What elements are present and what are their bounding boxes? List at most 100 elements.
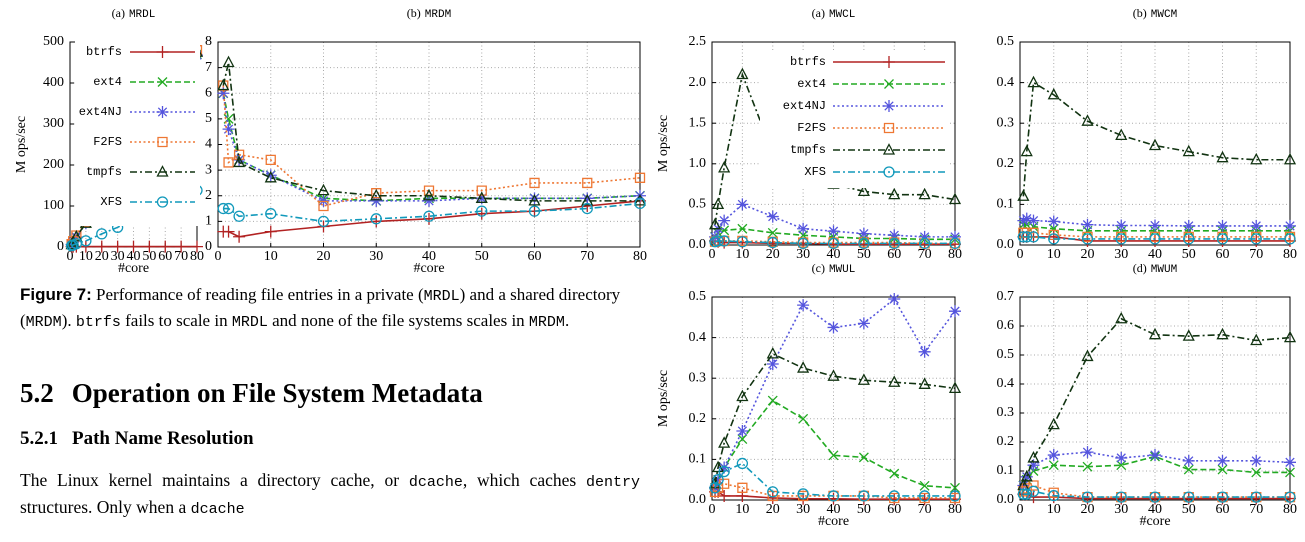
x-tick-label: 20: [766, 502, 780, 517]
y-tick-label: 6: [205, 85, 212, 100]
data-marker: [718, 214, 731, 227]
title-label: (b): [1133, 6, 1147, 20]
data-marker: [1017, 214, 1030, 227]
series-line: [1022, 317, 1291, 486]
caption-text: and none of the file systems scales in: [267, 310, 529, 330]
data-marker: [766, 357, 779, 370]
data-marker: [857, 184, 870, 197]
caption-text: ) and a shared directory (: [20, 285, 621, 330]
data-marker: [889, 492, 900, 504]
y-tick-label: 100: [43, 198, 64, 213]
data-marker: [858, 237, 870, 250]
plot-frame: [217, 41, 641, 248]
data-marker: [711, 197, 725, 210]
legend-label: btrfs: [86, 45, 122, 59]
data-marker: [949, 492, 961, 504]
x-tick-label: 30: [1114, 247, 1128, 262]
data-marker: [581, 193, 594, 206]
data-marker: [1017, 189, 1030, 201]
legend-box: [760, 50, 950, 188]
x-tick-label: 50: [857, 502, 871, 517]
data-marker: [423, 185, 435, 196]
data-marker: [797, 237, 809, 250]
x-axis-label: #core: [1139, 514, 1170, 529]
data-marker: [1216, 150, 1229, 163]
data-marker: [79, 240, 92, 253]
data-marker: [949, 305, 961, 318]
legend-marker: [156, 165, 169, 177]
data-marker: [888, 187, 901, 200]
data-marker: [736, 389, 749, 402]
data-marker: [1020, 212, 1033, 225]
x-tick-label: 0: [709, 502, 716, 517]
x-tick-label: 10: [735, 502, 749, 517]
data-marker: [1115, 311, 1128, 324]
data-marker: [718, 160, 731, 173]
data-marker: [581, 192, 594, 205]
y-tick-label: 0.5: [997, 347, 1015, 362]
data-marker: [828, 450, 839, 461]
data-marker: [718, 465, 730, 478]
x-tick-label: 60: [1216, 502, 1230, 517]
x-tick-label: 10: [735, 247, 749, 262]
title-label: (c): [812, 261, 825, 275]
data-marker: [1149, 449, 1161, 462]
paragraph-text: The Linux kernel maintains a directory c…: [20, 470, 409, 490]
data-marker: [222, 225, 235, 238]
data-marker: [475, 191, 488, 203]
data-marker: [797, 361, 810, 373]
series-line: [1022, 217, 1290, 227]
x-tick-label: 80: [1283, 247, 1297, 262]
data-marker: [1216, 233, 1229, 245]
data-marker: [370, 213, 382, 225]
legend-marker: [882, 143, 896, 155]
legend-marker: [883, 166, 895, 178]
x-axis-label: #core: [818, 514, 849, 529]
data-marker: [1182, 219, 1195, 232]
data-marker: [1047, 87, 1060, 100]
y-tick-label: 0.4: [689, 330, 707, 345]
y-tick-label: 2.5: [689, 34, 707, 49]
data-marker: [1047, 417, 1060, 430]
x-tick-label: 80: [948, 247, 962, 262]
title-name: MWUL: [829, 264, 855, 276]
y-tick-label: 400: [43, 75, 64, 90]
data-marker: [736, 424, 749, 437]
legend-label: tmpfs: [790, 143, 826, 157]
y-tick-label: 7: [205, 60, 212, 75]
x-axis-label: #core: [413, 261, 444, 276]
y-tick-label: 0.3: [689, 370, 707, 385]
x-tick-label: 50: [1182, 247, 1196, 262]
chart-title: (a) MWCL: [812, 6, 856, 21]
data-marker: [217, 202, 229, 215]
data-marker: [1115, 219, 1128, 232]
legend-label: XFS: [804, 165, 826, 179]
data-marker: [1148, 327, 1162, 340]
data-marker: [634, 172, 646, 183]
data-marker: [1216, 454, 1229, 467]
data-marker: [1021, 231, 1033, 243]
data-marker: [919, 492, 930, 504]
data-marker: [1081, 233, 1094, 245]
data-marker: [766, 346, 779, 359]
data-marker: [1027, 231, 1040, 243]
data-marker: [918, 237, 931, 250]
data-marker: [858, 452, 869, 463]
y-tick-label: 0.7: [997, 289, 1015, 304]
data-marker: [317, 183, 330, 196]
data-marker: [827, 490, 840, 502]
data-marker: [1182, 144, 1195, 157]
data-marker: [1081, 114, 1094, 126]
legend-marker: [883, 56, 895, 68]
y-tick-label: 1: [205, 214, 212, 229]
x-tick-label: 80: [190, 249, 204, 264]
caption-text: Performance of reading file entries in a…: [91, 285, 424, 304]
x-tick-label: 10: [1047, 247, 1061, 262]
legend-label: tmpfs: [86, 165, 122, 179]
caption-text: MRDL: [231, 313, 268, 331]
data-marker: [712, 474, 724, 486]
y-tick-label: 0.0: [997, 237, 1015, 252]
series-line: [223, 202, 641, 223]
data-marker: [96, 228, 108, 240]
